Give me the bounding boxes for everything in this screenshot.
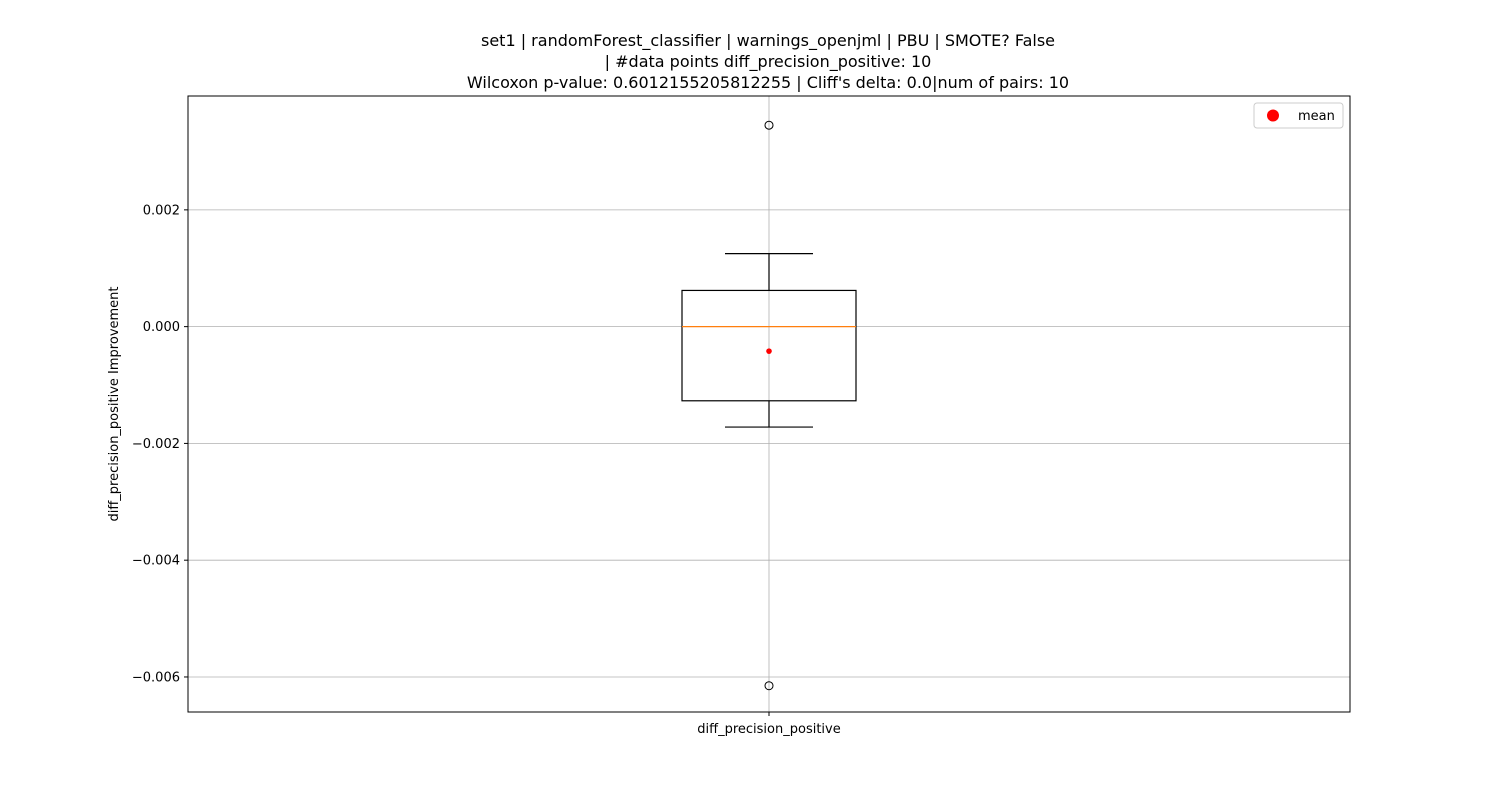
y-tick-label: −0.002	[132, 437, 180, 452]
y-axis-label: diff_precision_positive Improvement	[107, 286, 122, 521]
y-tick-label: 0.002	[143, 203, 180, 218]
y-axis-ticks: −0.006 −0.004 −0.002 0.000 0.002	[132, 203, 188, 685]
title-line-2: | #data points diff_precision_positive: …	[605, 52, 932, 72]
x-tick-label: diff_precision_positive	[697, 722, 840, 737]
y-tick-label: 0.000	[143, 320, 180, 335]
legend-mean-label: mean	[1298, 109, 1335, 124]
mean-point	[766, 348, 772, 354]
y-tick-label: −0.006	[132, 670, 180, 685]
x-axis-ticks: diff_precision_positive	[697, 712, 841, 737]
outlier-point	[764, 681, 774, 691]
title-line-1: set1 | randomForest_classifier | warning…	[481, 31, 1055, 51]
y-tick-label: −0.004	[132, 554, 180, 569]
outlier-point	[764, 120, 774, 130]
chart-title: set1 | randomForest_classifier | warning…	[467, 31, 1069, 92]
box-iqr	[681, 289, 857, 402]
legend: mean	[1253, 102, 1344, 129]
legend-frame	[1253, 102, 1344, 129]
title-line-3: Wilcoxon p-value: 0.6012155205812255 | C…	[467, 73, 1069, 92]
plot-area	[681, 120, 857, 691]
legend-mean-marker	[1267, 109, 1279, 122]
